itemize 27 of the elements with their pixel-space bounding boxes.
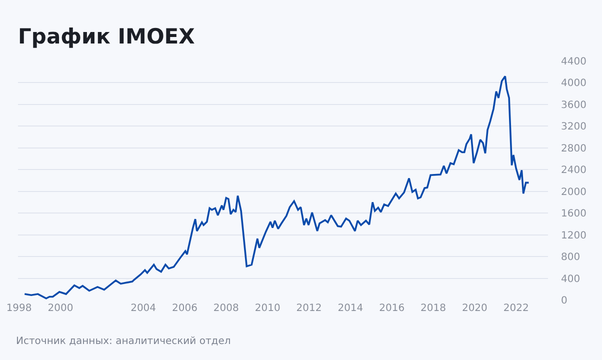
x-tick-label: 2014 (338, 303, 364, 314)
x-tick-label: 2016 (379, 303, 405, 314)
x-tick-label: 2010 (254, 303, 280, 314)
y-tick-label: 2800 (561, 143, 586, 154)
x-tick-label: 2006 (172, 303, 198, 314)
y-tick-label: 4400 (561, 56, 586, 68)
chart-title: График IMOEX (18, 24, 195, 48)
x-tick-label: 2012 (296, 303, 322, 314)
y-tick-label: 2400 (561, 165, 586, 176)
line-series (24, 75, 530, 300)
text: Источник данных: аналитический отдел (16, 336, 231, 347)
y-tick-label: 800 (561, 252, 580, 264)
x-tick-label: 2000 (48, 303, 74, 314)
y-tick-label: 3600 (561, 100, 586, 111)
y-tick-label: 400 (561, 274, 580, 285)
x-tick-label: 2018 (420, 303, 446, 314)
y-tick-label: 0 (561, 296, 568, 306)
y-tick-label: 1200 (561, 230, 586, 242)
y-tick-label: 1600 (561, 208, 586, 220)
x-tick-label: 2004 (130, 303, 156, 314)
y-tick-label: 4000 (561, 78, 586, 90)
x-tick-label: 2008 (213, 303, 239, 314)
y-tick-label: 2000 (561, 186, 586, 198)
x-tick-label: 1998 (6, 303, 32, 314)
x-tick-label: 2022 (503, 303, 529, 314)
x-tick-label: 2020 (462, 303, 488, 314)
y-tick-label: 3200 (561, 122, 586, 133)
